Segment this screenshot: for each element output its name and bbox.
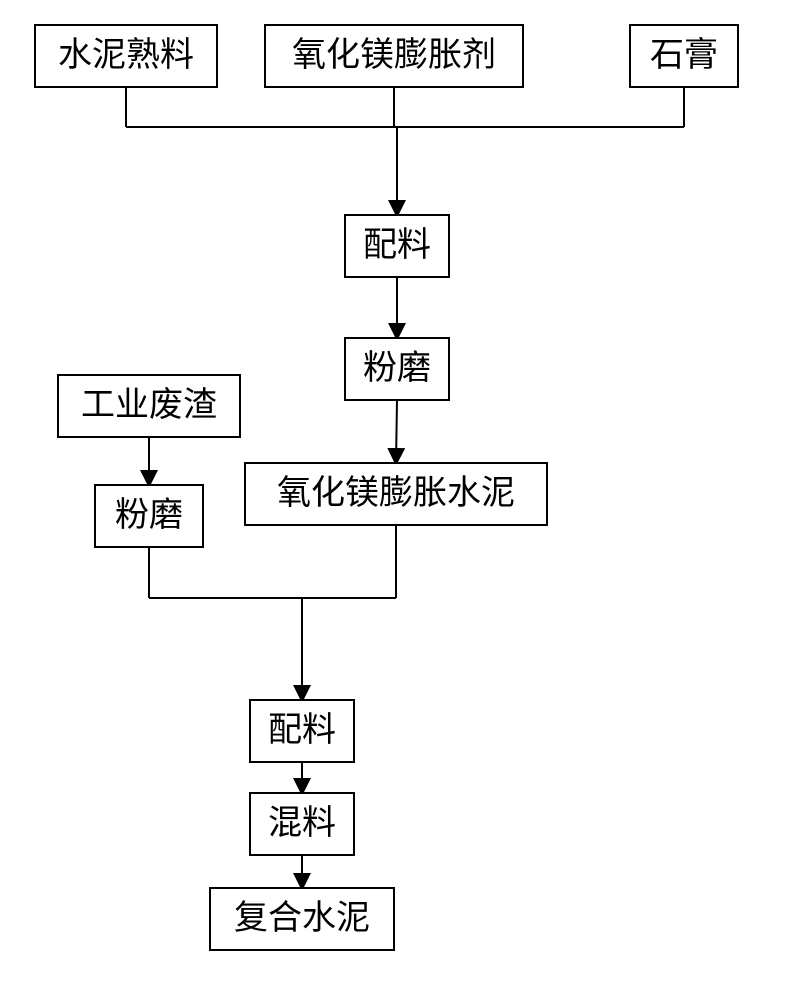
nodes-layer: 水泥熟料氧化镁膨胀剂石膏配料粉磨工业废渣粉磨氧化镁膨胀水泥配料混料复合水泥 — [35, 25, 738, 950]
node-c: 石膏 — [630, 25, 738, 87]
node-d-label: 配料 — [363, 226, 431, 264]
node-g: 粉磨 — [95, 485, 203, 547]
node-g-label: 粉磨 — [115, 496, 183, 534]
node-b: 氧化镁膨胀剂 — [265, 25, 523, 87]
node-e: 粉磨 — [345, 338, 449, 400]
node-f: 工业废渣 — [58, 375, 240, 437]
flowchart-canvas: 水泥熟料氧化镁膨胀剂石膏配料粉磨工业废渣粉磨氧化镁膨胀水泥配料混料复合水泥 — [0, 0, 796, 1000]
node-h: 氧化镁膨胀水泥 — [245, 463, 547, 525]
node-i-label: 配料 — [268, 711, 336, 749]
node-b-label: 氧化镁膨胀剂 — [292, 36, 496, 74]
node-j-label: 混料 — [268, 804, 336, 842]
node-h-label: 氧化镁膨胀水泥 — [277, 474, 515, 512]
node-a-label: 水泥熟料 — [58, 36, 194, 74]
node-j: 混料 — [250, 793, 354, 855]
node-i: 配料 — [250, 700, 354, 762]
node-c-label: 石膏 — [650, 36, 718, 74]
node-k-label: 复合水泥 — [234, 899, 370, 937]
node-e-label: 粉磨 — [363, 349, 431, 387]
node-k: 复合水泥 — [210, 888, 394, 950]
node-a: 水泥熟料 — [35, 25, 217, 87]
node-f-label: 工业废渣 — [81, 386, 217, 424]
node-d: 配料 — [345, 215, 449, 277]
